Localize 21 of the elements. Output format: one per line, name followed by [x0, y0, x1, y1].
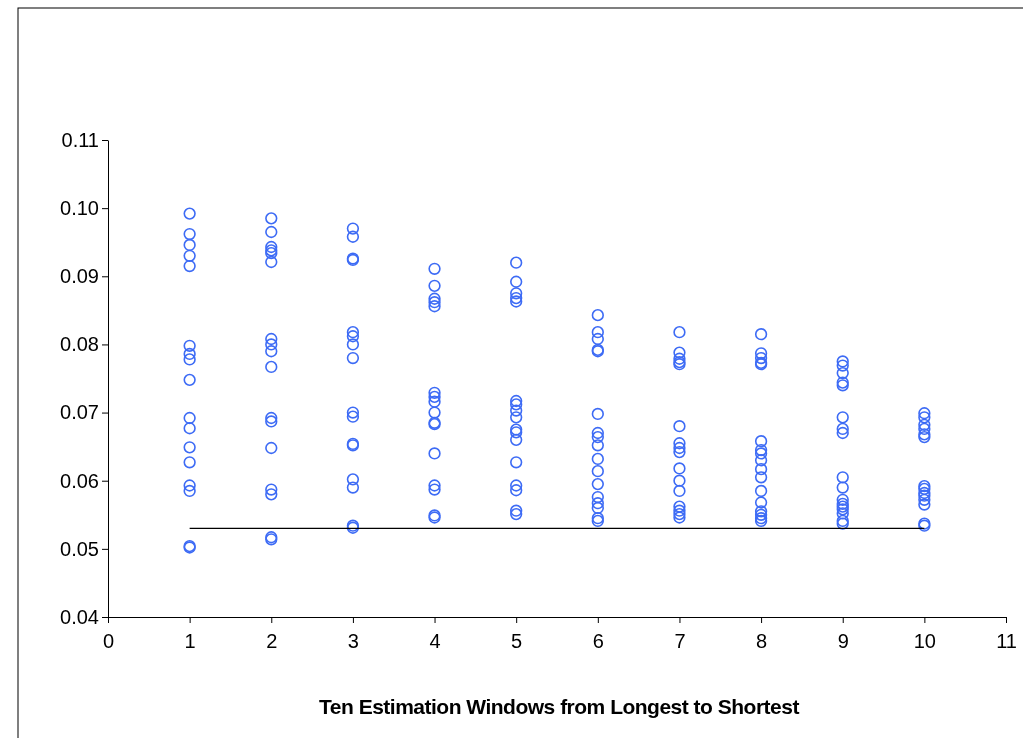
x-tick-label: 0 — [102, 630, 115, 652]
y-tick-label: 0.07 — [60, 401, 99, 424]
y-tick-label: 0.08 — [60, 333, 99, 356]
x-axis-title: Ten Estimation Windows from Longest to Shortest — [319, 695, 800, 718]
y-tick-label: 0.09 — [60, 265, 99, 288]
x-tick-label: 6 — [592, 630, 604, 652]
y-tick-label: 0.05 — [60, 537, 99, 560]
x-tick-label: 3 — [347, 630, 359, 652]
x-tick-label: 10 — [913, 630, 936, 652]
x-tick-label: 4 — [429, 630, 441, 652]
x-tick-label: 7 — [674, 630, 686, 652]
x-tick-label: 2 — [266, 630, 278, 652]
y-tick-label: 0.11 — [61, 128, 99, 151]
x-tick-label: 11 — [996, 630, 1017, 652]
x-tick-label: 8 — [756, 630, 768, 652]
y-tick-label: 0.10 — [60, 197, 99, 220]
x-tick-label: 9 — [837, 630, 849, 652]
x-tick-label: 1 — [184, 630, 196, 652]
x-tick-label: 5 — [511, 630, 523, 652]
y-tick-label: 0.04 — [60, 605, 99, 628]
y-tick-label: 0.06 — [60, 469, 99, 492]
